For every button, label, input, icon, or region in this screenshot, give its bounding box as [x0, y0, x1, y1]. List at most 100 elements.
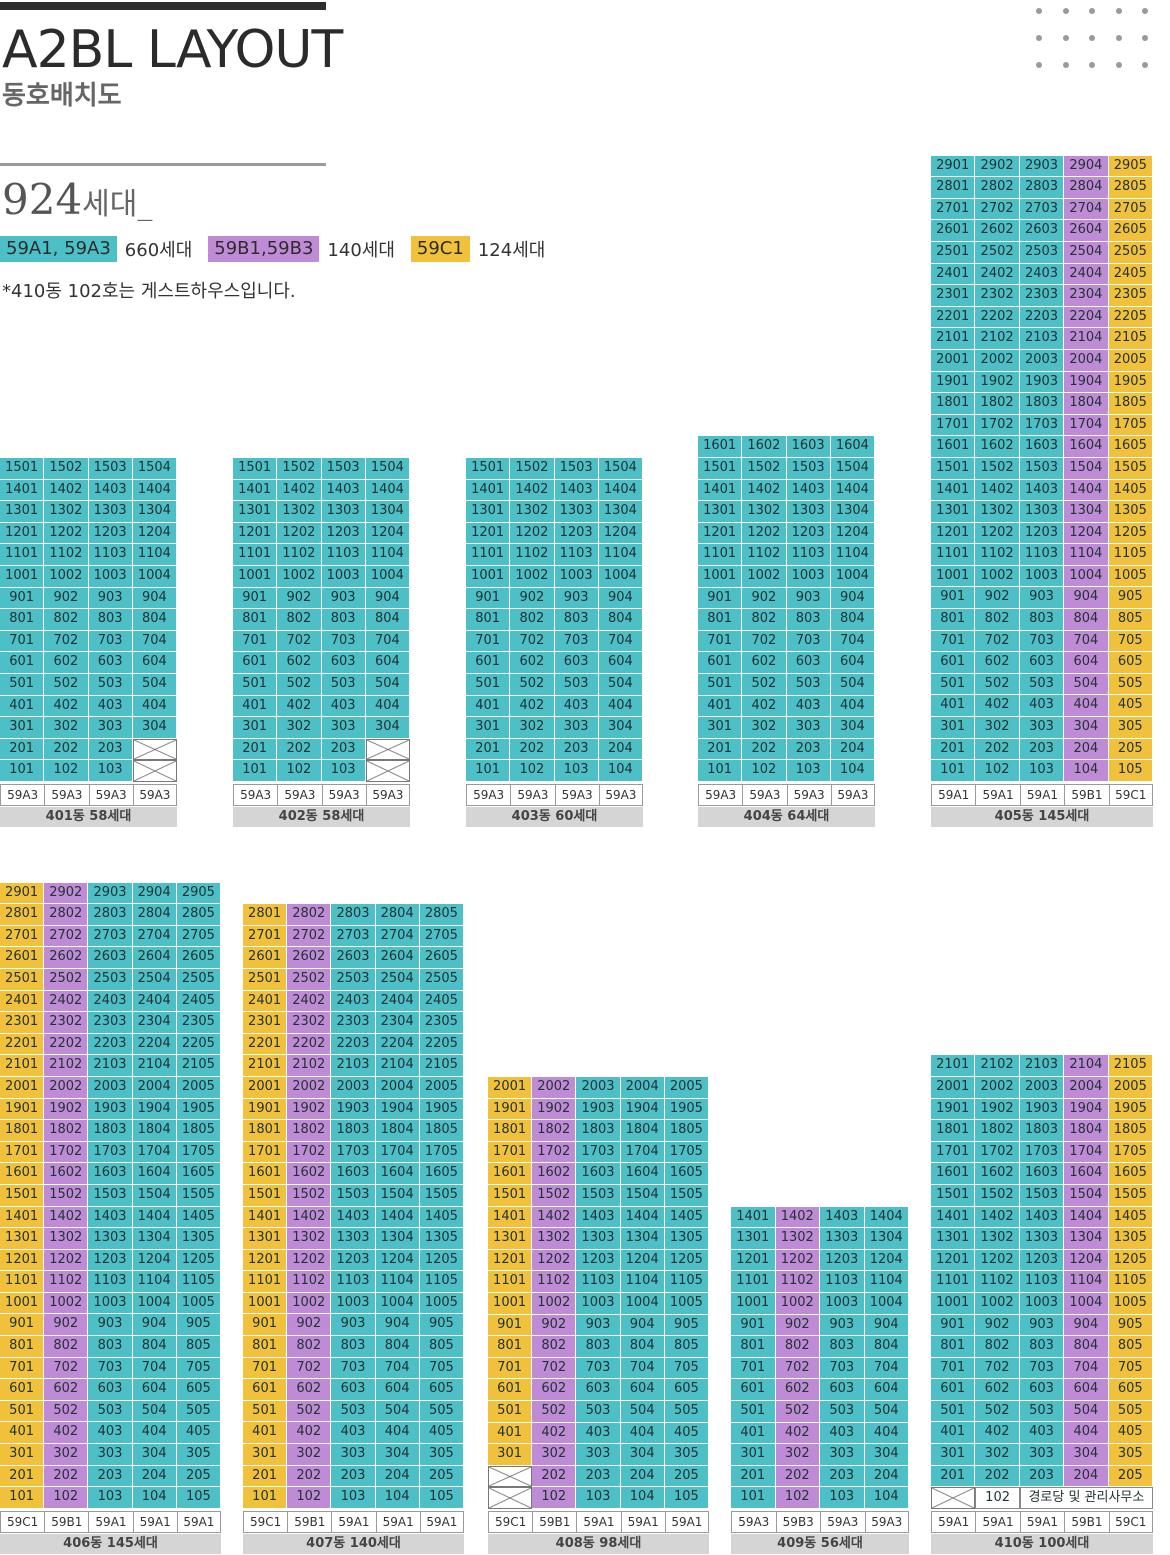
unit-103: 103 — [1019, 760, 1065, 782]
unit-1704: 1704 — [1064, 1141, 1109, 1164]
unit-1603: 1603 — [88, 1163, 133, 1185]
unit-1405: 1405 — [1108, 479, 1153, 502]
unit-1001: 1001 — [731, 1292, 776, 1315]
unit-604: 604 — [620, 1379, 665, 1401]
unit-2003: 2003 — [88, 1076, 133, 1099]
unit-203: 203 — [554, 738, 599, 761]
unit-404: 404 — [375, 1422, 420, 1445]
unit-2404: 2404 — [375, 990, 420, 1013]
unit-502: 502 — [742, 673, 787, 696]
unit-1201: 1201 — [488, 1249, 533, 1272]
unit-1004: 1004 — [830, 565, 875, 588]
building-410: 2101 2102 2103 2104 2105 2001 2002 2003 2004 2005… — [931, 1055, 1153, 1554]
unit-1502: 1502 — [44, 458, 89, 480]
unit-1503: 1503 — [321, 458, 366, 480]
unit-2605: 2605 — [176, 947, 221, 969]
building-label: 409동 56세대 — [731, 1533, 909, 1554]
unit-302: 302 — [975, 1444, 1020, 1466]
unit-grid: 1601 1602 1603 1604 1501 1502 1503 1504 1401 1402… — [698, 436, 875, 782]
unit-type-label: 59A3 — [466, 783, 511, 806]
unit-2902: 2902 — [44, 882, 89, 905]
unit-403: 403 — [1019, 1422, 1065, 1445]
unit-1405: 1405 — [176, 1206, 221, 1229]
unit-801: 801 — [0, 609, 45, 631]
unit-403: 403 — [331, 1422, 376, 1445]
unit-503: 503 — [786, 673, 831, 696]
unit-2004: 2004 — [375, 1076, 420, 1099]
unit-201: 201 — [731, 1465, 776, 1488]
unit-302: 302 — [975, 717, 1020, 739]
unit-502: 502 — [975, 1400, 1020, 1423]
unit-1901: 1901 — [931, 1098, 976, 1121]
unit-903: 903 — [321, 587, 366, 610]
unit-1401: 1401 — [233, 479, 278, 502]
unit-grid: 1401 1402 1403 1404 1301 1302 1303 1304 1201 1202… — [731, 1206, 909, 1509]
unit-901: 901 — [931, 1314, 976, 1337]
unit-1401: 1401 — [698, 479, 743, 502]
unit-904: 904 — [620, 1314, 665, 1337]
unit-403: 403 — [1019, 695, 1065, 718]
unit-type-label: 59A1 — [1019, 783, 1065, 806]
building-label: 406동 145세대 — [0, 1533, 221, 1554]
unit-2505: 2505 — [419, 968, 464, 991]
unit-404: 404 — [1064, 1422, 1109, 1445]
unit-1002: 1002 — [975, 565, 1020, 588]
unit-2204: 2204 — [132, 1033, 177, 1056]
unit-1204: 1204 — [598, 522, 643, 545]
unit-1902: 1902 — [975, 1098, 1020, 1121]
unit-1601: 1601 — [931, 436, 976, 458]
unit-804: 804 — [830, 609, 875, 631]
unit-2305: 2305 — [176, 1012, 221, 1034]
unit-1502: 1502 — [277, 458, 322, 480]
unit-701: 701 — [931, 1357, 976, 1380]
unit-1403: 1403 — [1019, 479, 1065, 502]
unit-1805: 1805 — [176, 1120, 221, 1142]
unit-1305: 1305 — [664, 1228, 709, 1250]
unit-2701: 2701 — [931, 198, 976, 221]
unit-202: 202 — [975, 1465, 1020, 1488]
unit-2304: 2304 — [375, 1012, 420, 1034]
unit-804: 804 — [375, 1336, 420, 1358]
unit-1501: 1501 — [243, 1184, 288, 1207]
unit-503: 503 — [576, 1400, 621, 1423]
unit-1102: 1102 — [44, 1271, 89, 1293]
unit-2102: 2102 — [975, 328, 1020, 350]
unit-1001: 1001 — [466, 565, 511, 588]
unit-1404: 1404 — [132, 479, 177, 502]
unit-1701: 1701 — [931, 1141, 976, 1164]
unit-2702: 2702 — [44, 925, 89, 948]
unit-2105: 2105 — [1108, 328, 1153, 350]
unit-303: 303 — [331, 1444, 376, 1466]
unit-703: 703 — [321, 630, 366, 653]
unit-2604: 2604 — [375, 947, 420, 969]
unit-2205: 2205 — [176, 1033, 221, 1056]
unit-203: 203 — [576, 1465, 621, 1488]
unit-1302: 1302 — [975, 501, 1020, 523]
unit-type-label: 59A3 — [554, 783, 599, 806]
unit-2003: 2003 — [1019, 1076, 1065, 1099]
unit-2803: 2803 — [1019, 177, 1065, 199]
unit-1204: 1204 — [1064, 522, 1109, 545]
unit-type-label: 59A1 — [931, 783, 976, 806]
unit-1702: 1702 — [44, 1141, 89, 1164]
unit-1005: 1005 — [176, 1292, 221, 1315]
unit-803: 803 — [820, 1336, 865, 1358]
unit-1302: 1302 — [44, 501, 89, 523]
unit-402: 402 — [532, 1422, 577, 1445]
unit-1501: 1501 — [233, 458, 278, 480]
building-label: 407동 140세대 — [243, 1533, 464, 1554]
unit-1004: 1004 — [620, 1292, 665, 1315]
unit-601: 601 — [731, 1379, 776, 1401]
unit-301: 301 — [0, 717, 45, 739]
building-408: 2001 2002 2003 2004 2005 1901 1902 1903 1904 1905… — [488, 1077, 709, 1554]
unit-2704: 2704 — [1064, 198, 1109, 221]
unit-2101: 2101 — [0, 1055, 45, 1077]
unit-1802: 1802 — [44, 1120, 89, 1142]
unit-303: 303 — [1019, 717, 1065, 739]
unit-1304: 1304 — [830, 501, 875, 523]
unit-1203: 1203 — [321, 522, 366, 545]
unit-301: 301 — [488, 1444, 533, 1466]
unit-501: 501 — [931, 673, 976, 696]
unit-101: 101 — [0, 1487, 45, 1509]
unit-1701: 1701 — [243, 1141, 288, 1164]
